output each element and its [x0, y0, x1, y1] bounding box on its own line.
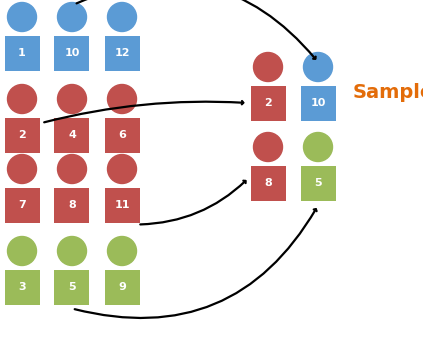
- Text: 10: 10: [64, 48, 80, 58]
- Text: 10: 10: [310, 98, 326, 108]
- Circle shape: [303, 52, 332, 81]
- Circle shape: [8, 155, 36, 184]
- Circle shape: [303, 132, 332, 161]
- Circle shape: [107, 85, 137, 114]
- FancyBboxPatch shape: [250, 166, 286, 200]
- Text: 12: 12: [114, 48, 130, 58]
- Text: 2: 2: [18, 130, 26, 140]
- Circle shape: [58, 237, 86, 266]
- Text: 6: 6: [118, 130, 126, 140]
- Circle shape: [253, 52, 283, 81]
- FancyBboxPatch shape: [5, 36, 39, 70]
- Circle shape: [8, 237, 36, 266]
- FancyBboxPatch shape: [104, 36, 140, 70]
- Text: 8: 8: [68, 200, 76, 210]
- Text: 1: 1: [18, 48, 26, 58]
- Circle shape: [107, 2, 137, 31]
- Text: Sample: Sample: [353, 83, 423, 102]
- FancyBboxPatch shape: [104, 118, 140, 152]
- Circle shape: [58, 155, 86, 184]
- Text: 8: 8: [264, 178, 272, 188]
- Text: 5: 5: [68, 282, 76, 292]
- FancyBboxPatch shape: [5, 118, 39, 152]
- Text: 3: 3: [18, 282, 26, 292]
- FancyBboxPatch shape: [250, 86, 286, 120]
- FancyBboxPatch shape: [55, 269, 90, 305]
- Circle shape: [58, 2, 86, 31]
- FancyBboxPatch shape: [55, 36, 90, 70]
- Text: 5: 5: [314, 178, 322, 188]
- FancyBboxPatch shape: [55, 187, 90, 223]
- FancyBboxPatch shape: [300, 86, 335, 120]
- Text: 9: 9: [118, 282, 126, 292]
- Circle shape: [8, 2, 36, 31]
- Text: 4: 4: [68, 130, 76, 140]
- FancyBboxPatch shape: [5, 269, 39, 305]
- Text: 7: 7: [18, 200, 26, 210]
- Circle shape: [107, 155, 137, 184]
- FancyBboxPatch shape: [104, 269, 140, 305]
- Text: 11: 11: [114, 200, 130, 210]
- Circle shape: [58, 85, 86, 114]
- Text: 2: 2: [264, 98, 272, 108]
- Circle shape: [8, 85, 36, 114]
- FancyBboxPatch shape: [104, 187, 140, 223]
- FancyBboxPatch shape: [55, 118, 90, 152]
- FancyBboxPatch shape: [300, 166, 335, 200]
- Circle shape: [107, 237, 137, 266]
- FancyBboxPatch shape: [5, 187, 39, 223]
- Circle shape: [253, 132, 283, 161]
